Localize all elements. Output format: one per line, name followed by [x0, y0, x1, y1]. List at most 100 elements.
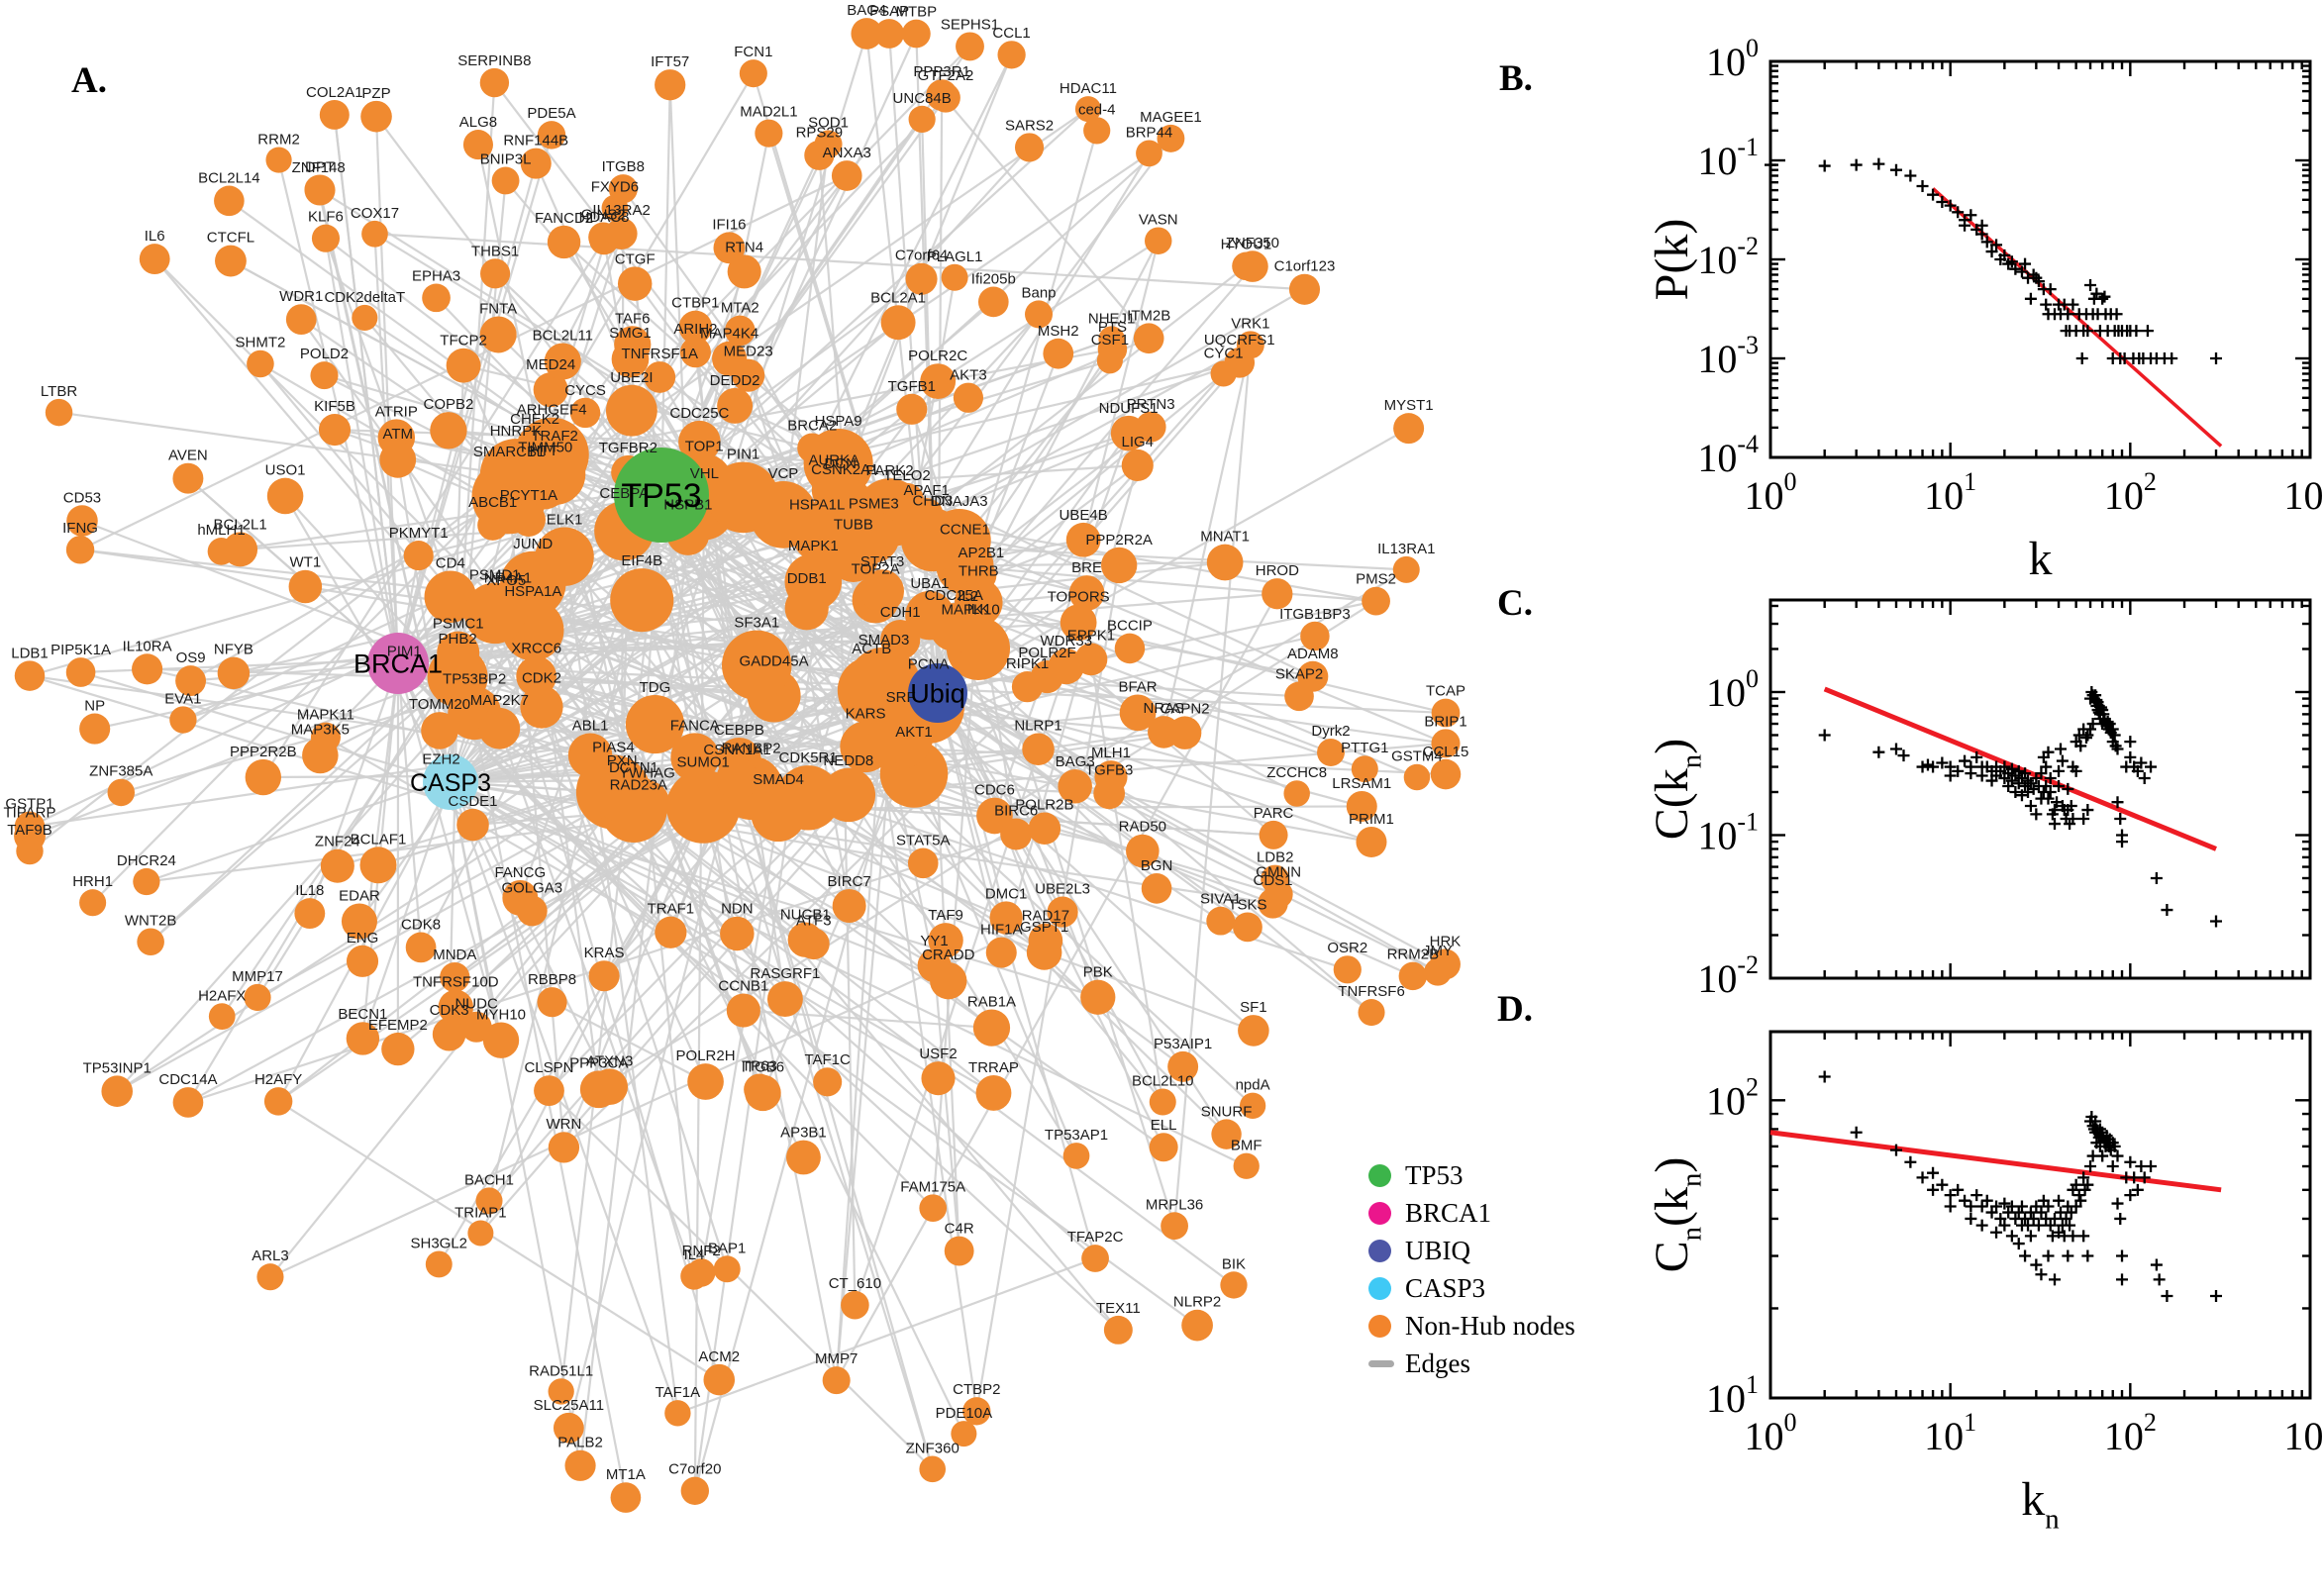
network-node [919, 1455, 947, 1483]
gene-label: THBS1 [471, 243, 519, 259]
network-node [139, 244, 170, 275]
network-node [617, 266, 653, 301]
network-edge [835, 683, 885, 1381]
gene-label: LRSAM1 [1332, 775, 1391, 792]
gene-label: P53AIP1 [1154, 1036, 1212, 1052]
network-node [477, 509, 509, 541]
gene-label: FANCG [494, 864, 546, 881]
network-node [822, 1366, 851, 1395]
gene-label: WT1 [290, 554, 322, 571]
gene-label: RAD50 [1119, 819, 1166, 836]
gene-label: CAPN2 [1161, 700, 1210, 717]
network-node [712, 341, 748, 376]
network-node [214, 185, 245, 217]
network-node [1431, 698, 1461, 728]
tick-label: 100 [1706, 34, 1759, 84]
network-edge [837, 462, 857, 1306]
gene-label: RIPK1 [1006, 655, 1049, 672]
network-node [302, 737, 339, 774]
gene-label: WRN [547, 1116, 582, 1133]
gene-label: GOLGA3 [501, 880, 562, 897]
gene-label: C7orf20 [668, 1461, 721, 1478]
gene-label: AVEN [168, 448, 208, 464]
network-edge [660, 108, 1089, 496]
gene-label: PSMD1 [469, 566, 521, 583]
network-node [713, 1255, 741, 1283]
network-node [346, 945, 379, 977]
gene-label: TRAF2 [531, 428, 578, 445]
network-edge [374, 233, 1305, 291]
gene-label: LIG4 [1122, 434, 1155, 450]
gene-label: MED24 [526, 356, 575, 373]
network-node [1149, 1133, 1178, 1162]
tick-label: 100 [1706, 664, 1759, 715]
gene-label: NDN [721, 901, 754, 918]
gene-label: PRIM1 [1349, 811, 1394, 828]
network-edge [277, 159, 400, 664]
network-node [132, 653, 163, 685]
network-node [1141, 873, 1172, 904]
gene-label: SMAD3 [858, 632, 910, 648]
gene-label: AKT1 [895, 724, 933, 741]
legend-label: TP53 [1405, 1159, 1464, 1190]
gene-label: TIPARP [3, 804, 55, 821]
gene-label: ALG8 [459, 114, 497, 131]
gene-label: ILK [967, 601, 990, 618]
gene-label: TNFRSF1A [622, 346, 699, 362]
gene-label: C7orf64 [895, 248, 948, 264]
network-node [1098, 326, 1125, 352]
gene-label: ATM [382, 426, 413, 443]
network-node [341, 903, 377, 940]
gene-label: BRP44 [1126, 124, 1173, 141]
network-node [478, 707, 521, 749]
gene-label: TP63 [742, 1058, 777, 1075]
network-node [482, 1022, 520, 1058]
hub-label: CASP3 [410, 769, 491, 797]
gene-label: BRE [1071, 559, 1102, 576]
network-node [1144, 227, 1172, 254]
network-node [359, 847, 397, 884]
gene-label: SMG1 [609, 325, 652, 342]
network-node [1233, 912, 1262, 943]
gene-label: MTBP [896, 4, 938, 21]
gene-label: IL6 [145, 228, 165, 245]
network-edge [396, 135, 554, 664]
network-node [1283, 780, 1310, 807]
gene-label: BCL2L1 [213, 516, 266, 533]
network-node [1074, 643, 1108, 676]
network-node [310, 361, 339, 390]
network-node [564, 1449, 596, 1481]
gene-label: CDC14A [158, 1071, 217, 1088]
network-node [588, 960, 620, 992]
gene-label: CDK8 [401, 917, 441, 934]
gene-label: CEBPA [599, 485, 649, 502]
gene-label: H2AFY [254, 1071, 302, 1088]
gene-label: UBE4B [1060, 507, 1108, 524]
network-edge [277, 1100, 720, 1381]
gene-label: TELO2 [883, 467, 931, 484]
gene-label: PMS2 [1356, 571, 1396, 588]
network-node [65, 657, 96, 687]
gene-label: PBK [1083, 964, 1113, 981]
network-node [989, 901, 1023, 935]
network-edge [964, 560, 1226, 567]
gene-label: EZH2 [422, 750, 459, 767]
network-node [644, 361, 676, 393]
gene-label: KLF6 [308, 209, 344, 226]
gene-label: AURKA [808, 451, 859, 468]
network-edge [781, 144, 830, 515]
network-node [926, 79, 959, 111]
gene-label: ENG [347, 930, 379, 947]
network-node [868, 705, 934, 769]
network-node [288, 569, 323, 604]
network-node [360, 100, 392, 133]
gene-label: CHEK2 [510, 411, 559, 428]
network-node [107, 778, 136, 807]
network-node [479, 316, 517, 353]
network-node [1074, 96, 1101, 123]
network-edge [397, 662, 1235, 1286]
network-node [1403, 763, 1431, 791]
gene-label: USF2 [919, 1046, 957, 1062]
gene-label: CDS1 [1253, 872, 1292, 889]
network-node [537, 987, 567, 1018]
